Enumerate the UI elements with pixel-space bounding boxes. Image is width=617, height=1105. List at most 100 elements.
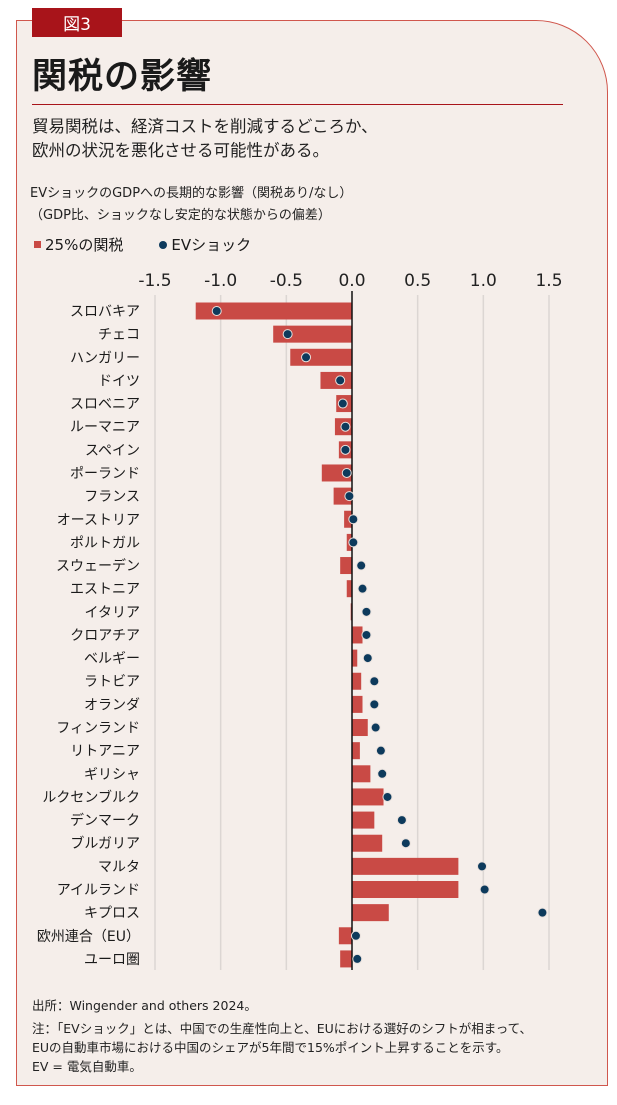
category-label: ポルトガル [70, 535, 140, 551]
x-tick-label: 0.5 [404, 271, 431, 291]
bar-tariff [352, 719, 368, 737]
category-label: マルタ [98, 859, 140, 875]
page-title: 関税の影響 [32, 57, 213, 97]
category-label: イタリア [85, 605, 140, 621]
bar-tariff [352, 765, 371, 783]
ev-shock-point [369, 699, 380, 710]
legend: 25%の関税 EVショック [34, 234, 251, 255]
bar-tariff [352, 904, 389, 922]
bar-tariff [344, 510, 352, 528]
ev-shock-point [396, 815, 407, 826]
ev-shock-point [211, 306, 222, 316]
ev-shock-point [344, 491, 355, 502]
note-line: EUの自動車市場における中国のシェアが5年間で15%ポイント上昇することを示す。 [32, 1040, 509, 1055]
category-label: デンマーク [70, 812, 140, 829]
ev-shock-point [361, 606, 372, 617]
ev-shock-point [341, 467, 352, 478]
figure-badge: 図3 [32, 8, 122, 37]
category-label: ポーランド [70, 466, 140, 482]
category-label: ユーロ圏 [84, 952, 140, 968]
category-label: フランス [84, 489, 140, 505]
category-label: ラトビア [84, 674, 140, 690]
ev-shock-point [477, 861, 488, 872]
category-label: リトアニア [70, 744, 140, 760]
category-label: スペイン [85, 443, 140, 459]
title-divider [32, 104, 563, 105]
bar-tariff [352, 742, 360, 760]
category-label: ルクセンブルク [42, 789, 140, 806]
bar-tariff [273, 325, 352, 343]
bar-tariff [340, 950, 352, 968]
subtitle: 貿易関税は、経済コストを削減するどころか、 欧州の状況を悪化させる可能性がある。 [32, 115, 378, 163]
ev-shock-point [537, 907, 548, 918]
category-label: スロバキア [70, 304, 140, 320]
bar-tariff [352, 626, 363, 644]
chart-title: EVショックのGDPへの長期的な影響（関税あり/なし） （GDP比、ショックなし… [30, 183, 352, 227]
ev-shock-point [337, 398, 348, 409]
legend-item-ev-shock: EVショック [159, 234, 251, 255]
bar-tariff [352, 649, 358, 667]
ev-shock-point [348, 514, 359, 525]
category-label: スロベニア [70, 397, 140, 413]
legend-item-tariff: 25%の関税 [34, 234, 123, 255]
ev-shock-point [340, 444, 351, 455]
legend-label: 25%の関税 [45, 236, 124, 254]
x-tick-label: -1.0 [204, 271, 237, 291]
subtitle-line: 貿易関税は、経済コストを削減するどころか、 [32, 117, 378, 136]
category-label: ルーマニア [70, 420, 140, 436]
chart-frame [16, 20, 608, 1086]
category-label: ハンガリー [70, 350, 140, 366]
legend-label: EVショック [171, 236, 252, 254]
ev-shock-point [400, 838, 411, 849]
category-label: ドイツ [98, 373, 140, 389]
note-line: 注：「EVショック」とは、中国での生産性向上と、EUにおける選好のシフトが相まっ… [32, 1021, 532, 1036]
x-tick-label: -0.5 [270, 271, 303, 291]
x-tick-label: 1.0 [470, 271, 497, 291]
category-label: スウェーデン [56, 558, 140, 575]
ev-shock-point [362, 653, 373, 664]
bar-tariff [352, 834, 383, 852]
bar-tariff [352, 695, 363, 713]
ev-shock-point [370, 722, 381, 733]
bar-tariff [352, 672, 362, 690]
chart-title-line: EVショックのGDPへの長期的な影響（関税あり/なし） [30, 186, 353, 201]
ev-shock-point [479, 884, 490, 895]
category-label: ベルギー [84, 651, 140, 667]
category-label: 欧州連合（EU） [37, 929, 140, 945]
bar-tariff [352, 811, 375, 829]
bar-tariff [346, 580, 352, 598]
category-label: エストニア [70, 582, 140, 598]
category-label: オランダ [84, 697, 140, 713]
category-label: キプロス [84, 906, 140, 922]
category-label: アイルランド [57, 883, 140, 899]
bar-tariff [352, 881, 459, 898]
chart-title-line: （GDP比、ショックなし安定的な状態からの偏差） [30, 208, 331, 223]
bar-tariff [338, 927, 352, 945]
x-tick-label: -1.5 [138, 271, 171, 291]
dot-swatch-icon [159, 240, 168, 249]
category-label: オーストリア [57, 512, 140, 528]
ev-shock-point [282, 329, 293, 340]
ev-shock-point [350, 930, 361, 941]
bar-swatch-icon [34, 241, 41, 248]
ev-shock-point [356, 560, 367, 571]
note-line: EV = 電気自動車。 [32, 1059, 142, 1074]
subtitle-line: 欧州の状況を悪化させる可能性がある。 [32, 141, 329, 160]
category-label: クロアチア [70, 628, 140, 644]
ev-shock-point [340, 421, 351, 432]
bar-tariff [195, 302, 352, 320]
category-label: ギリシャ [84, 767, 140, 783]
bar-tariff [352, 857, 459, 875]
source-text: 出所：Wingender and others 2024。 [32, 998, 257, 1013]
ev-shock-point [348, 537, 359, 548]
bar-tariff [290, 348, 352, 366]
bar-tariff [352, 788, 384, 806]
x-tick-label: 0.0 [338, 271, 365, 291]
category-label: フィンランド [56, 721, 140, 737]
bar-chart: -1.5 -1.0 -0.5 0.0 0.5 1.0 1.5 スロバキアチェコハンガリードイツ… [37, 271, 563, 970]
bar-tariff [340, 557, 352, 575]
category-label: チェコ [98, 327, 140, 343]
ev-shock-point [301, 352, 312, 363]
ev-shock-point [335, 375, 346, 386]
ev-shock-point [382, 791, 393, 802]
